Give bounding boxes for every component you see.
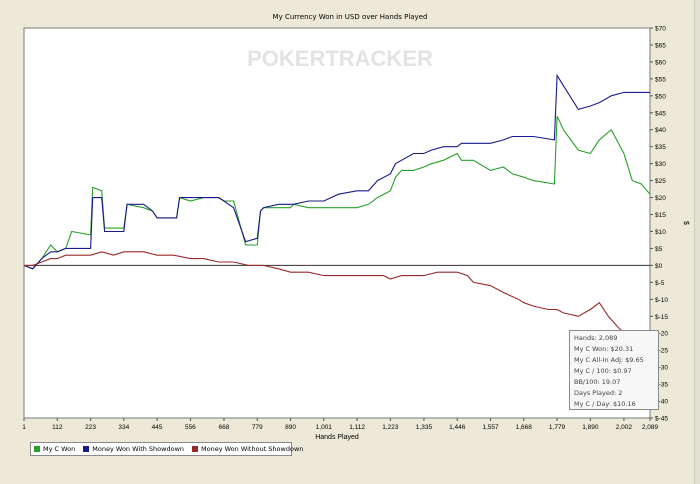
y-tick-label: $-35 (655, 382, 668, 389)
chart-title: My Currency Won in USD over Hands Played (272, 13, 428, 21)
stat-allin-adj: My C All-In Adj: $9.65 (574, 356, 644, 364)
y-tick-label: $-5 (655, 280, 665, 287)
y-tick-label: $0 (655, 263, 663, 270)
y-tick-label: $10 (655, 229, 666, 236)
x-tick-label: 1,335 (416, 424, 433, 431)
x-tick-label: 1,446 (449, 424, 466, 431)
series-line-0 (23, 115, 651, 270)
legend-swatch (192, 446, 199, 452)
x-tick-label: 112 (52, 424, 63, 431)
y-tick-label: $25 (655, 178, 666, 185)
x-tick-label: 1,668 (516, 424, 533, 431)
x-tick-label: 1,001 (316, 424, 333, 431)
stat-per-day: My C / Day: $10.16 (574, 400, 636, 408)
legend: My C Won Money Won With Showdown Money W… (30, 442, 303, 456)
window-edge[interactable] (694, 0, 700, 484)
x-tick-label: 445 (152, 424, 163, 431)
y-tick-label: $45 (655, 110, 666, 117)
y-tick-label: $65 (655, 42, 666, 49)
x-tick-label: 1,890 (582, 424, 599, 431)
x-tick-label: 1,557 (482, 424, 499, 431)
y-tick-label: $-30 (655, 365, 668, 372)
y-tick-label: $-40 (655, 399, 668, 406)
x-tick-label: 223 (85, 424, 96, 431)
y-tick-label: $35 (655, 144, 666, 151)
x-tick-label: 334 (118, 424, 129, 431)
x-tick-label: 890 (285, 424, 296, 431)
y-tick-label: $30 (655, 161, 666, 168)
y-tick-label: $70 (655, 26, 666, 33)
y-tick-label: $60 (655, 59, 666, 66)
y-tick-label: $50 (655, 93, 666, 100)
x-tick-label: 779 (252, 424, 263, 431)
legend-label: Money Won Without Showdown (201, 445, 304, 453)
watermark: POKERTRACKER (247, 46, 433, 71)
stat-per-100: My C / 100: $0.97 (574, 367, 632, 375)
legend-item-showdown: Money Won With Showdown (83, 445, 184, 453)
y-axis-label: $ (682, 221, 689, 225)
y-tick-label: $15 (655, 212, 666, 219)
y-tick-label: $-20 (655, 331, 668, 338)
x-tick-label: 2,089 (642, 424, 659, 431)
stat-days: Days Played: 2 (574, 389, 623, 397)
y-tick-label: $-15 (655, 314, 668, 321)
x-tick-label: 2,002 (616, 424, 633, 431)
y-tick-label: $-10 (655, 297, 668, 304)
legend-item-no-showdown: Money Won Without Showdown (192, 445, 303, 453)
stat-bb-100: BB/100: 19.07 (574, 378, 621, 386)
legend-swatch (34, 446, 40, 452)
y-tick-label: $55 (655, 76, 666, 83)
x-tick-label: 1,779 (549, 424, 566, 431)
legend-label: My C Won (43, 445, 76, 453)
x-tick-label: 668 (219, 424, 230, 431)
y-tick-label: $-45 (655, 416, 668, 423)
x-axis-label: Hands Played (315, 434, 359, 441)
y-tick-label: $5 (655, 246, 663, 253)
y-tick-label: $40 (655, 127, 666, 134)
series-line-1 (23, 73, 650, 270)
x-tick-label: 1,223 (382, 424, 399, 431)
stat-won: My C Won: $20.31 (574, 345, 634, 353)
x-tick-label: 1 (22, 424, 26, 431)
y-tick-label: $-25 (655, 348, 668, 355)
legend-swatch (83, 446, 90, 452)
y-tick-label: $20 (655, 195, 666, 202)
legend-item-won: My C Won (34, 445, 75, 453)
x-tick-label: 556 (185, 424, 196, 431)
stats-box: Hands: 2,089 My C Won: $20.31 My C All-I… (569, 330, 659, 410)
legend-label: Money Won With Showdown (92, 445, 185, 453)
stat-hands: Hands: 2,089 (574, 334, 618, 342)
series-line-2 (24, 251, 651, 368)
plot-area (23, 27, 651, 419)
x-tick-label: 1,112 (349, 424, 365, 431)
